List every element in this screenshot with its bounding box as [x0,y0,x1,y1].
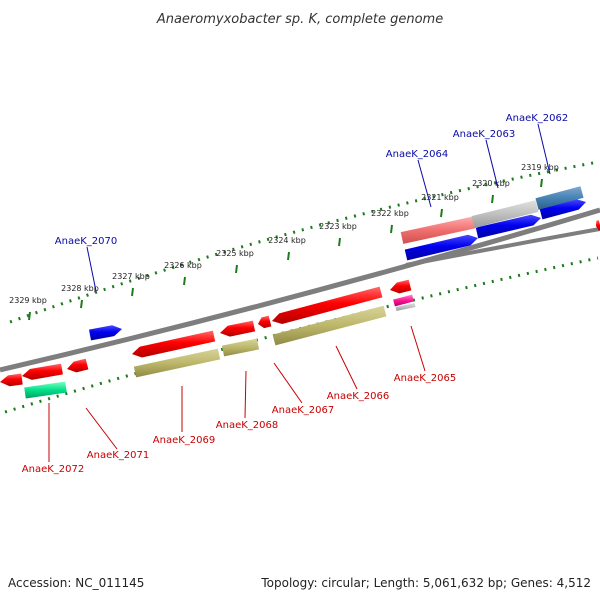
forward-gene-leader-line [86,246,97,292]
tick-mark [491,194,494,204]
gene-arrow-anaek-2067a [258,315,272,329]
tick-label: 2319 kbp [521,163,559,172]
reverse-gene-label: AnaeK_2069 [153,435,215,446]
gene-arrow-anaek-2072 [22,363,63,380]
gene-arrow-anaek-2068 [220,320,256,337]
reverse-gene-label: AnaeK_2071 [87,450,149,461]
forward-gene-leader-line [485,139,499,189]
genome-backbone-inner [405,227,600,267]
gene-arrow-anaek-2069 [132,330,216,358]
feature-bar-anaek-2069 [133,348,221,378]
gene-labels: AnaeK_2070 AnaeK_2064 AnaeK_2063 AnaeK_2062… [22,113,568,475]
gene-arrow-anaek-2062 [539,199,586,220]
gene-arrow-anaek-2067 [272,286,383,325]
tick-mark [338,237,341,247]
reverse-gene-leader-line [244,370,247,419]
tick-label: 2320 kbp [472,179,510,188]
feature-bar-anaek-2065 [393,294,414,307]
tick-mark [540,178,543,188]
outer-tick-rail [9,160,599,324]
gene-arrow-anaek-2064 [404,234,478,261]
forward-gene-label: AnaeK_2070 [55,236,117,247]
tick-mark [183,276,186,286]
reverse-gene-label: AnaeK_2065 [394,373,456,384]
topology-text: Topology: circular; Length: 5,061,632 bp… [260,576,591,590]
feature-bar-anaek-2072 [24,381,67,399]
reverse-gene-label: AnaeK_2068 [216,420,278,431]
gene-arrow-anaek-2073 [0,373,23,387]
tick-label: 2324 kbp [268,236,306,245]
forward-gene-leader-line [417,159,432,208]
feature-bar-anaek-2063 [471,200,539,228]
tick-mark [287,251,290,261]
reverse-gene-label: AnaeK_2066 [327,391,389,402]
genome-backbone [0,207,600,373]
tick-label: 2322 kbp [371,209,409,218]
forward-gene-leader-line [537,123,551,175]
tick-label: 2323 kbp [319,222,357,231]
kbp-ticks: 2329 kbp 2328 kbp 2327 kbp 2326 kbp 2325 kbp… [9,163,559,321]
feature-bar-anaek-2064 [400,216,478,244]
reverse-gene-label: AnaeK_2072 [22,464,84,475]
tick-mark [440,208,443,218]
feature-bar-anaek-2067 [272,305,387,346]
gene-arrow-anaek-2063 [475,214,541,239]
tick-label: 2329 kbp [9,296,47,305]
gene-arrow-anaek-2071 [67,358,89,373]
feature-bar-anaek-2065b [395,303,416,311]
tick-label: 2327 kbp [112,272,150,281]
reverse-gene-leader-line [85,407,118,450]
tick-mark [390,224,393,234]
forward-gene-label: AnaeK_2064 [386,149,448,160]
reverse-gene-leader-line [410,325,426,372]
reverse-gene-leader-line [273,362,303,404]
gene-arrow-edge [596,220,600,231]
gene-arrows [0,186,600,399]
forward-gene-label: AnaeK_2062 [506,113,568,124]
tick-label: 2321 kbp [421,193,459,202]
feature-bar-anaek-2068 [221,338,260,357]
accession-text: Accession: NC_011145 [8,576,144,590]
reverse-gene-label: AnaeK_2067 [272,405,334,416]
tick-label: 2328 kbp [61,284,99,293]
tick-mark [131,287,134,297]
feature-bar-anaek-2062 [535,186,584,210]
map-title: Anaeromyxobacter sp. K, complete genome [156,12,443,27]
tick-mark [235,264,238,274]
tick-label: 2325 kbp [216,249,254,258]
gene-arrow-anaek-2070 [88,325,122,341]
forward-gene-label: AnaeK_2063 [453,129,515,140]
gene-arrow-anaek-2065 [390,279,412,294]
tick-mark [80,299,83,309]
tick-label: 2326 kbp [164,261,202,270]
reverse-gene-leader-line [335,345,358,390]
tick-mark [28,311,31,321]
